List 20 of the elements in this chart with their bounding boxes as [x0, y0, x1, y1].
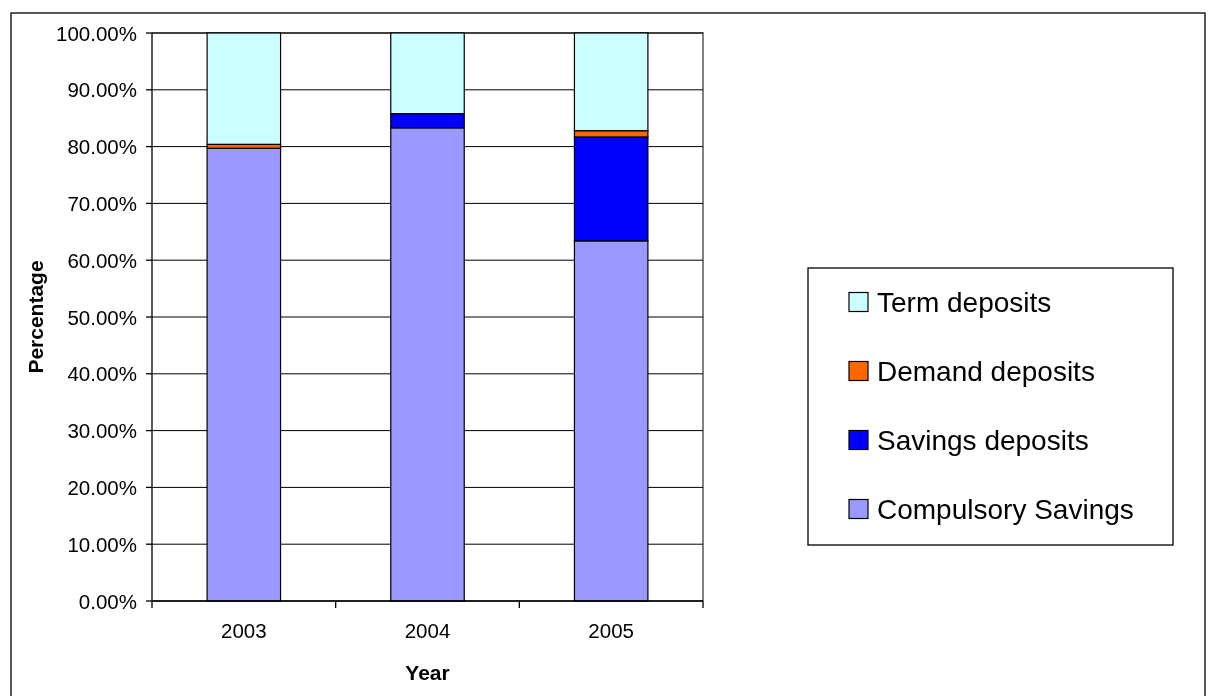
y-tick-label: 60.00%: [67, 248, 137, 272]
y-tick-label: 0.00%: [78, 589, 137, 613]
y-tick-label: 80.00%: [67, 135, 137, 159]
y-tick-label: 90.00%: [67, 78, 137, 102]
x-tick-label: 2003: [221, 618, 267, 642]
x-tick-label: 2004: [404, 618, 451, 642]
y-tick-label: 10.00%: [67, 532, 137, 556]
y-tick-label: 40.00%: [67, 362, 137, 386]
legend-label: Compulsory Savings: [877, 493, 1134, 525]
y-tick-label: 100.00%: [56, 21, 137, 45]
legend-label: Savings deposits: [877, 424, 1089, 456]
x-axis-title: Year: [405, 660, 450, 684]
legend-label: Demand deposits: [877, 355, 1095, 387]
y-axis-title: Percentage: [23, 260, 47, 374]
x-tick-label: 2005: [588, 618, 634, 642]
y-tick-label: 70.00%: [67, 191, 137, 215]
y-tick-label: 50.00%: [67, 305, 137, 329]
legend-label: Term deposits: [877, 286, 1052, 318]
y-tick-label: 30.00%: [67, 419, 137, 443]
y-tick-label: 20.00%: [67, 475, 137, 499]
